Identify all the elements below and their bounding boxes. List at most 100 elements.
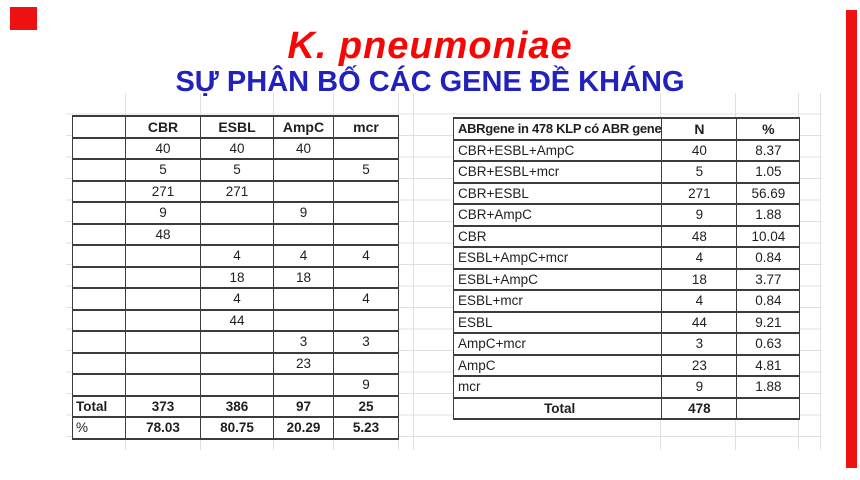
table-cell: 40 (200, 136, 274, 160)
table-row: 18 18 (72, 265, 399, 289)
table-cell: 48 (125, 222, 201, 246)
table-cell (333, 265, 399, 289)
table-row: 271 271 (72, 179, 399, 203)
table-cell: 10.04 (736, 224, 801, 248)
gene-combination-body: CBR+ESBL+AmpC 40 8.37 CBR+ESBL+mcr 5 1.05 CBR+… (452, 138, 801, 420)
table-cell (200, 201, 274, 225)
slide-title-species: K. pneumoniae (287, 25, 573, 67)
table-cell (125, 308, 201, 332)
table-cell: CBR+ESBL+mcr (452, 160, 663, 184)
table-row: CBR+ESBL+AmpC 40 8.37 (452, 138, 801, 162)
table-cell: 48 (661, 224, 738, 248)
table-cell: 4 (200, 287, 274, 311)
table-cell: 44 (661, 310, 738, 334)
table-cell: ESBL+mcr (452, 289, 663, 313)
table-cell: 78.03 (125, 416, 201, 440)
table-cell: 44 (200, 308, 274, 332)
table-cell: 8.37 (736, 138, 801, 162)
table-cell (72, 373, 126, 397)
red-accent-right-bar (846, 10, 857, 468)
table-cell: ESBL+AmpC+mcr (452, 246, 663, 270)
table-row: CBR 48 10.04 (452, 224, 801, 248)
column-header: % (736, 117, 801, 141)
table-cell (200, 351, 274, 375)
table-cell: 20.29 (273, 416, 334, 440)
table-row: 48 (72, 222, 399, 246)
gene-totals-body: 40 40 40 5 5 5 271 271 9 9 48 4 4 4 18 18 4 4 44 3 3 23 9 Total… (72, 136, 399, 440)
table-cell (72, 287, 126, 311)
table-row: AmpC 23 4.81 (452, 353, 801, 377)
table-cell: 3 (333, 330, 399, 354)
total-row: Total 478 (452, 396, 801, 420)
table-cell: 5 (661, 160, 738, 184)
table-cell: 4.81 (736, 353, 801, 377)
table-cell: 18 (661, 267, 738, 291)
table-cell: 9 (273, 201, 334, 225)
table-cell: 9 (125, 201, 201, 225)
table-cell (125, 265, 201, 289)
table-cell (333, 201, 399, 225)
table-cell (72, 351, 126, 375)
table-cell (125, 351, 201, 375)
table-cell: 1.88 (736, 375, 801, 399)
table-row: CBR+ESBL+mcr 5 1.05 (452, 160, 801, 184)
red-accent-top-left (10, 7, 37, 30)
total-row: Total 373 386 97 25 (72, 394, 399, 418)
gridline (820, 93, 821, 450)
table-cell (273, 287, 334, 311)
gene-combination-header: ABRgene in 478 KLP có ABR gene N% (452, 117, 801, 141)
table-cell (72, 265, 126, 289)
table-cell: 4 (273, 244, 334, 268)
table-cell (273, 179, 334, 203)
table-cell (736, 396, 801, 420)
table-cell: 5 (200, 158, 274, 182)
table-cell (273, 308, 334, 332)
gene-totals-table: CBR ESBL AmpC mcr 40 40 40 5 5 5 271 271 9 9 48 4 4 4 18 1… (72, 115, 399, 440)
table-cell (200, 330, 274, 354)
table-row: 23 (72, 351, 399, 375)
table-cell: 5 (333, 158, 399, 182)
table-cell: 40 (661, 138, 738, 162)
table-cell (125, 330, 201, 354)
table-cell (273, 158, 334, 182)
table-cell: 4 (661, 246, 738, 270)
table-cell: 9 (661, 375, 738, 399)
gridline (413, 93, 414, 450)
table-cell (125, 287, 201, 311)
column-header: ABRgene in 478 KLP có ABR gene (452, 117, 663, 141)
table-cell: Total (72, 394, 126, 418)
table-cell: 386 (200, 394, 274, 418)
table-cell: 271 (661, 181, 738, 205)
table-cell: Total (452, 396, 663, 420)
table-cell: 0.84 (736, 289, 801, 313)
table-cell: 4 (661, 289, 738, 313)
table-cell (333, 179, 399, 203)
table-cell (333, 222, 399, 246)
table-cell: 18 (273, 265, 334, 289)
column-header: mcr (333, 115, 399, 139)
table-cell: 80.75 (200, 416, 274, 440)
table-cell: 56.69 (736, 181, 801, 205)
table-cell: ESBL (452, 310, 663, 334)
gene-combination-table: ABRgene in 478 KLP có ABR gene N% CBR+ESB… (452, 117, 801, 420)
table-row: CBR+AmpC 9 1.88 (452, 203, 801, 227)
table-cell: 97 (273, 394, 334, 418)
table-cell: 1.88 (736, 203, 801, 227)
table-cell: 5 (125, 158, 201, 182)
table-cell: 5.23 (333, 416, 399, 440)
table-cell: CBR (452, 224, 663, 248)
table-cell (200, 222, 274, 246)
table-cell: 478 (661, 396, 738, 420)
table-cell: CBR+ESBL (452, 181, 663, 205)
table-cell: mcr (452, 375, 663, 399)
table-row: ESBL+mcr 4 0.84 (452, 289, 801, 313)
table-row: ESBL+AmpC 18 3.77 (452, 267, 801, 291)
table-cell: 0.84 (736, 246, 801, 270)
table-cell: 40 (273, 136, 334, 160)
table-cell (72, 330, 126, 354)
table-cell: % (72, 416, 126, 440)
